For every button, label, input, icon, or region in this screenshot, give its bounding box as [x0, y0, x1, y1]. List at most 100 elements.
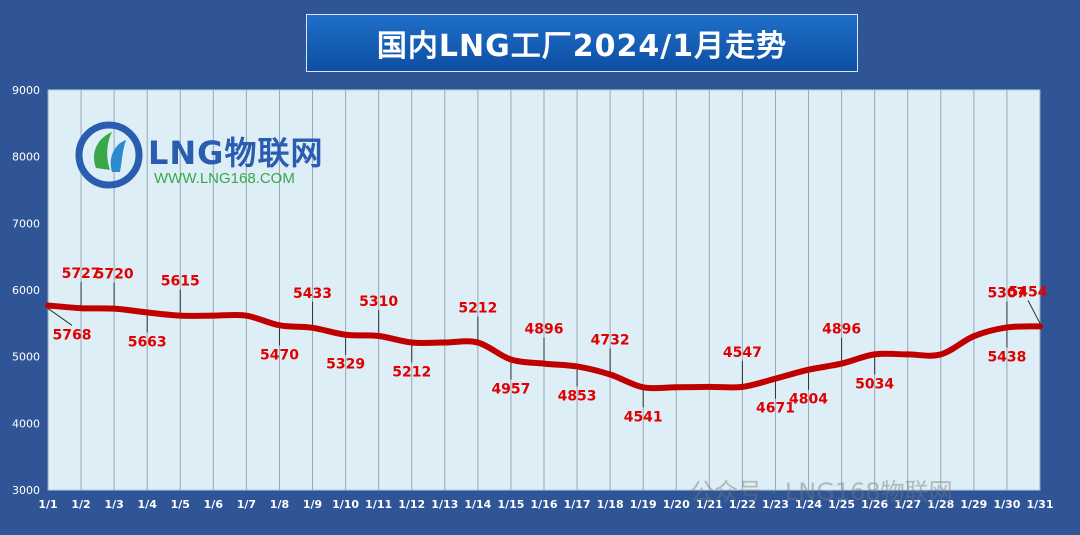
data-point-1/26 — [872, 352, 877, 357]
x-tick-label: 1/4 — [138, 498, 158, 511]
x-tick-label: 1/15 — [497, 498, 524, 511]
data-label: 4541 — [624, 409, 663, 425]
data-point-1/16 — [542, 361, 546, 366]
data-point-1/2 — [79, 306, 84, 311]
x-tick-label: 1/17 — [564, 498, 591, 511]
chart-title: 国内LNG工厂2024/1月走势 — [376, 29, 788, 64]
data-point-1/11 — [376, 334, 381, 338]
data-point-1/21 — [707, 384, 712, 389]
x-tick-label: 1/7 — [237, 498, 256, 511]
data-label: 4547 — [723, 345, 762, 361]
x-tick-label: 1/20 — [663, 498, 690, 511]
x-tick-label: 1/24 — [795, 498, 822, 511]
x-tick-label: 1/3 — [104, 498, 123, 511]
data-label: 5310 — [359, 294, 398, 310]
data-point-1/23 — [773, 376, 778, 381]
data-point-1/7 — [244, 313, 249, 318]
x-tick-label: 1/29 — [960, 498, 987, 511]
x-tick-label: 1/1 — [38, 498, 57, 511]
data-point-1/10 — [343, 332, 348, 337]
data-label: 5470 — [260, 347, 299, 363]
data-point-1/8 — [277, 323, 282, 328]
data-point-1/3 — [112, 306, 117, 311]
x-tick-label: 1/23 — [762, 498, 789, 511]
data-label: 4853 — [558, 388, 597, 404]
data-point-1/29 — [971, 334, 976, 339]
y-tick-label: 6000 — [12, 284, 40, 297]
data-label: 5433 — [293, 286, 332, 302]
data-label: 4896 — [525, 322, 564, 338]
data-point-1/12 — [409, 340, 414, 345]
y-tick-label: 4000 — [12, 417, 40, 430]
data-point-1/17 — [575, 364, 580, 369]
x-tick-label: 1/12 — [398, 498, 425, 511]
x-tick-label: 1/10 — [332, 498, 359, 511]
data-point-1/9 — [310, 325, 315, 330]
y-tick-label: 8000 — [12, 151, 40, 164]
data-label: 5212 — [458, 301, 497, 317]
data-point-1/27 — [905, 352, 910, 357]
y-tick-label: 3000 — [12, 484, 40, 497]
x-tick-label: 1/30 — [993, 498, 1020, 511]
data-point-1/28 — [938, 352, 943, 357]
x-tick-label: 1/26 — [861, 498, 888, 511]
data-point-1/4 — [145, 310, 150, 315]
x-tick-label: 1/22 — [729, 498, 756, 511]
y-tick-label: 9000 — [12, 84, 40, 97]
x-tick-label: 1/6 — [204, 498, 224, 511]
y-tick-label: 7000 — [12, 217, 40, 230]
data-point-1/6 — [211, 313, 216, 318]
x-tick-label: 1/21 — [696, 498, 723, 511]
x-tick-label: 1/14 — [464, 498, 491, 511]
x-tick-label: 1/2 — [71, 498, 90, 511]
data-point-1/5 — [178, 313, 183, 318]
x-tick-label: 1/11 — [365, 498, 392, 511]
x-tick-label: 1/19 — [630, 498, 657, 511]
data-point-1/22 — [740, 384, 745, 389]
data-label: 5307 — [987, 285, 1026, 301]
data-point-1/24 — [806, 367, 811, 372]
data-label: 5329 — [326, 357, 365, 373]
data-label: 5212 — [392, 365, 431, 381]
x-tick-label: 1/5 — [171, 498, 190, 511]
logo-name: LNG物联网 — [148, 134, 324, 172]
x-tick-label: 1/16 — [531, 498, 558, 511]
data-point-1/30 — [1004, 325, 1009, 330]
x-tick-label: 1/8 — [270, 498, 289, 511]
x-tick-label: 1/28 — [927, 498, 954, 511]
data-label: 4957 — [491, 382, 530, 398]
data-point-1/13 — [442, 340, 447, 345]
data-label: 5454 — [1009, 284, 1048, 300]
data-point-1/14 — [475, 340, 480, 345]
y-tick-label: 5000 — [12, 351, 40, 364]
data-label: 5768 — [53, 327, 92, 343]
x-tick-label: 1/25 — [828, 498, 855, 511]
data-point-1/25 — [839, 361, 844, 366]
x-tick-label: 1/18 — [597, 498, 624, 511]
leader-line — [47, 308, 73, 326]
data-label: 4732 — [591, 333, 630, 349]
data-point-1/1 — [46, 303, 50, 308]
x-tick-label: 1/9 — [303, 498, 322, 511]
data-label: 4896 — [822, 322, 861, 338]
data-label: 5034 — [855, 376, 894, 392]
x-tick-label: 1/27 — [894, 498, 921, 511]
data-label: 5727 — [62, 266, 101, 282]
watermark: 公众号 · LNG168物联网 — [690, 478, 953, 506]
data-label: 5720 — [95, 267, 134, 283]
logo: LNG物联网 WWW.LNG168.COM — [72, 118, 362, 198]
data-point-1/31 — [1038, 324, 1042, 329]
data-label: 4671 — [756, 401, 795, 417]
x-tick-label: 1/13 — [431, 498, 458, 511]
chart-title-box: 国内LNG工厂2024/1月走势 — [306, 14, 858, 72]
data-point-1/19 — [641, 385, 646, 390]
logo-url: WWW.LNG168.COM — [154, 170, 295, 187]
data-point-1/18 — [608, 372, 613, 377]
x-tick-label: 1/31 — [1027, 498, 1054, 511]
data-point-1/20 — [674, 385, 679, 390]
lng-leaf-logo-icon — [75, 121, 143, 189]
data-label: 5663 — [128, 334, 167, 350]
data-label: 5615 — [161, 274, 200, 290]
data-label: 5438 — [987, 349, 1026, 365]
